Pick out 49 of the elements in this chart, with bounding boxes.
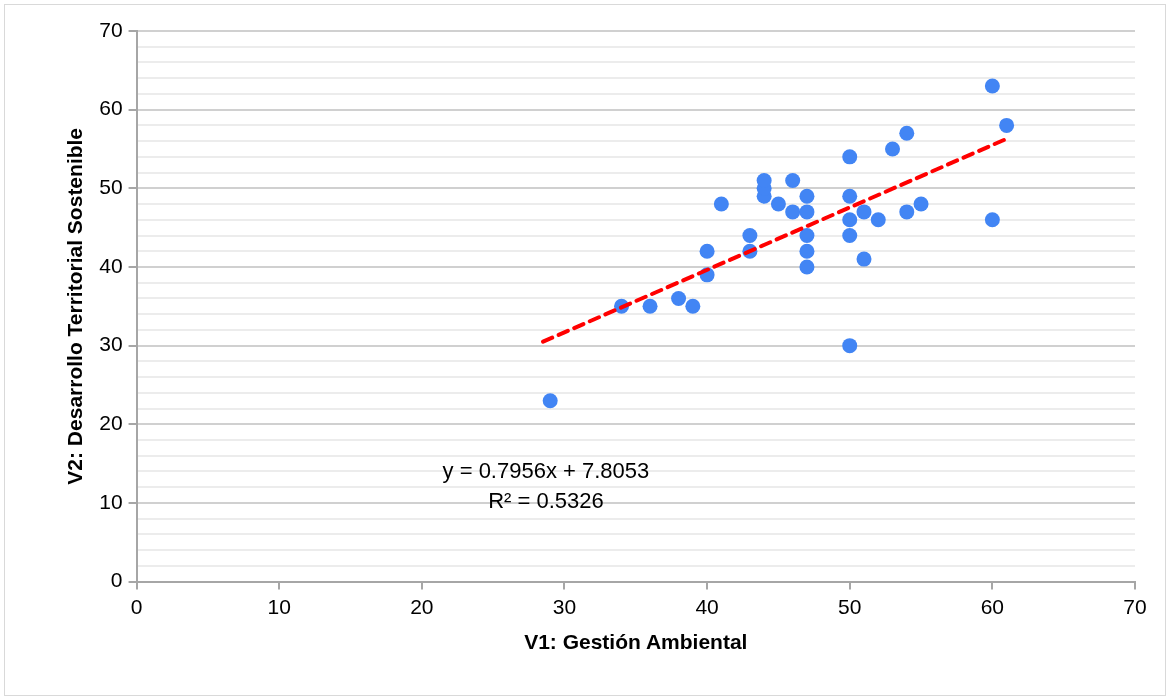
point xyxy=(799,204,815,220)
point xyxy=(842,338,858,354)
y-tick-label: 70 xyxy=(99,17,123,41)
y-tick-label: 10 xyxy=(99,489,123,513)
point xyxy=(842,228,858,244)
point xyxy=(799,188,815,204)
point xyxy=(542,393,558,409)
y-tick-label: 0 xyxy=(110,568,123,592)
point xyxy=(685,298,701,314)
x-tick-label: 30 xyxy=(552,595,577,618)
x-tick-label: 40 xyxy=(695,595,719,618)
x-tick-label: 60 xyxy=(980,595,1005,618)
annotation: y = 0.7956x + 7.8053 R² = 0.5326 xyxy=(442,457,650,513)
point xyxy=(799,243,815,259)
y-tick-label: 40 xyxy=(99,253,123,277)
point xyxy=(799,228,815,244)
x-tick-label: 10 xyxy=(267,595,291,618)
point xyxy=(899,204,915,220)
point xyxy=(842,212,858,228)
y-tick-label: 50 xyxy=(99,175,123,199)
point xyxy=(785,172,801,188)
point xyxy=(999,117,1015,133)
point xyxy=(856,204,872,220)
y-tick-label: 30 xyxy=(99,332,123,356)
point xyxy=(885,141,901,157)
x-tick-label: 20 xyxy=(410,595,434,618)
point xyxy=(842,149,858,165)
point xyxy=(785,204,801,220)
point xyxy=(856,251,872,267)
y-tick-label: 60 xyxy=(99,96,123,120)
point xyxy=(870,212,886,228)
x-tick-label: 0 xyxy=(130,595,143,618)
point xyxy=(770,196,786,212)
x-tick-label: 70 xyxy=(1123,595,1147,618)
y-axis-title: V2: Desarrollo Territorial Sostenible xyxy=(63,127,87,485)
point xyxy=(713,196,729,212)
x-tick-label: 50 xyxy=(838,595,862,618)
point xyxy=(842,188,858,204)
point xyxy=(642,298,658,314)
point xyxy=(984,212,1000,228)
x-axis-title: V1: Gestión Ambiental xyxy=(524,630,748,654)
point xyxy=(984,78,1000,94)
point xyxy=(899,125,915,141)
point xyxy=(799,259,815,275)
point xyxy=(699,243,715,259)
point xyxy=(913,196,929,212)
point xyxy=(742,228,758,244)
point xyxy=(671,290,687,306)
y-tick-label: 20 xyxy=(99,411,123,435)
